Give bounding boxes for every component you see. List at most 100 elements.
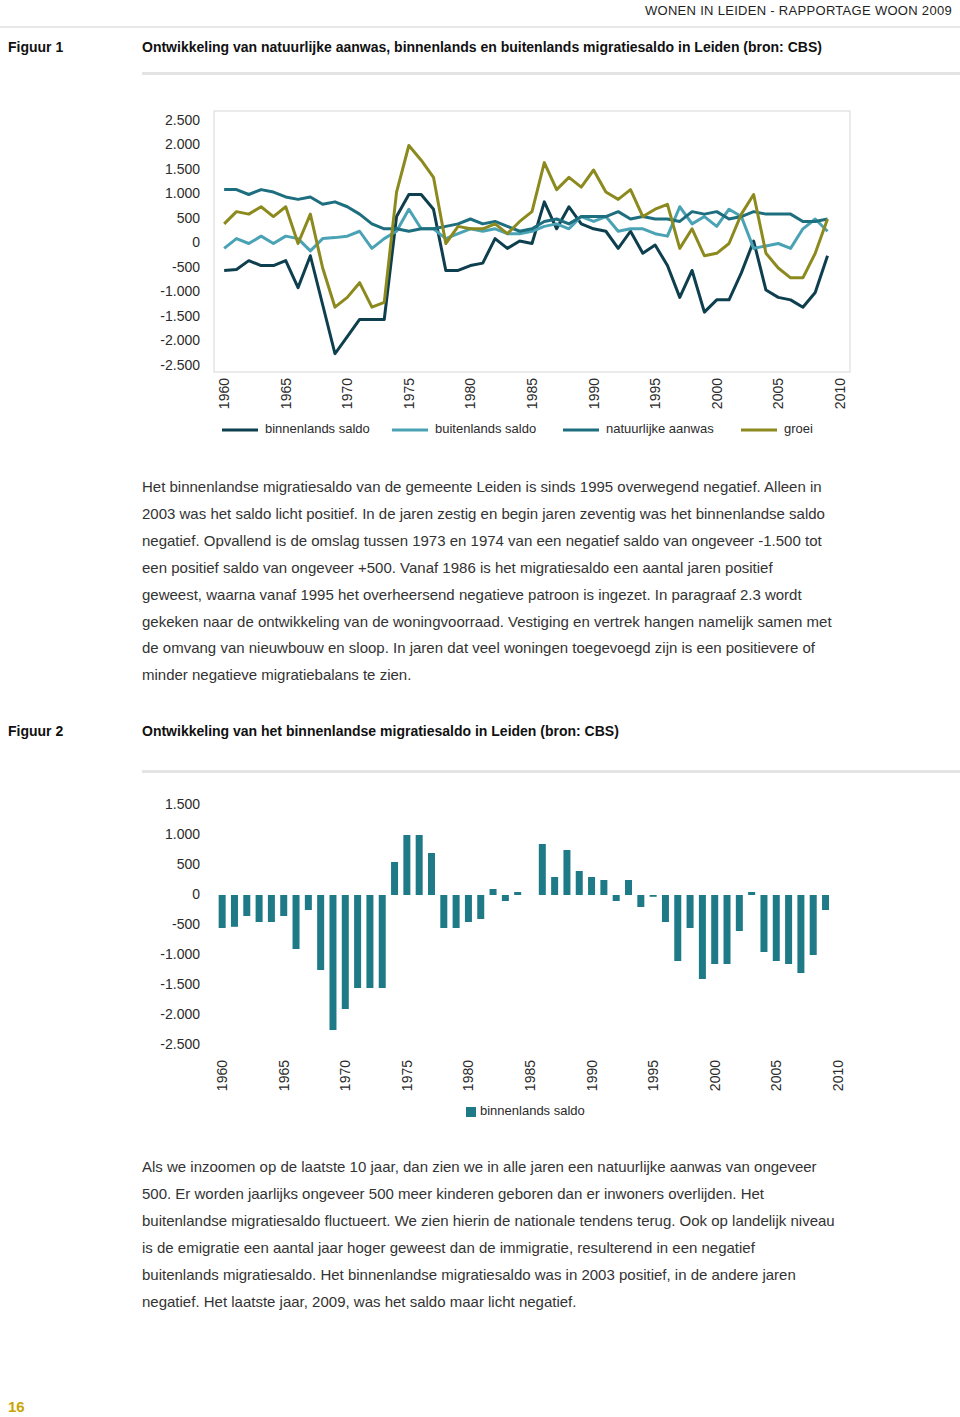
- legend-label: buitenlands saldo: [435, 421, 536, 436]
- bar: [379, 895, 386, 988]
- bar: [822, 895, 829, 910]
- legend-label: binnenlands saldo: [480, 1103, 585, 1118]
- y-tick-label: -500: [172, 259, 200, 275]
- bar: [810, 895, 817, 955]
- bar: [317, 895, 324, 970]
- x-tick-label: 1995: [645, 1060, 661, 1091]
- text-line: 2003 was het saldo licht positief. In de…: [142, 505, 825, 522]
- bar: [785, 895, 792, 964]
- x-tick-label: 1990: [586, 378, 602, 409]
- y-tick-label: 1.000: [165, 826, 200, 842]
- legend-label: groei: [784, 421, 813, 436]
- bar: [416, 835, 423, 895]
- bar: [600, 880, 607, 895]
- chart-title: Ontwikkeling van natuurlijke aanwas, bin…: [142, 39, 822, 55]
- x-tick-label: 1960: [216, 378, 232, 409]
- text-line: is de emigratie een aantal jaar hoger ge…: [142, 1239, 756, 1256]
- page-number: 16: [8, 1398, 25, 1415]
- y-tick-label: 500: [177, 210, 201, 226]
- x-tick-label: 1980: [462, 378, 478, 409]
- bar: [674, 895, 681, 961]
- bar: [243, 895, 250, 916]
- bar: [797, 895, 804, 973]
- text-line: de omvang van nieuwbouw en sloop. In jar…: [142, 639, 816, 656]
- text-line: Het binnenlandse migratiesaldo van de ge…: [142, 478, 822, 495]
- x-tick-label: 1990: [584, 1060, 600, 1091]
- x-tick-label: 2010: [832, 378, 848, 409]
- bar: [490, 889, 497, 895]
- page: WONEN IN LEIDEN - RAPPORTAGE WOON 2009 Fi…: [0, 0, 960, 1417]
- bar: [465, 895, 472, 922]
- paragraph: Als we inzoomen op de laatste 10 jaar, d…: [142, 1158, 835, 1310]
- y-tick-label: -2.500: [160, 357, 200, 373]
- title-rule: [142, 770, 960, 773]
- bar: [502, 895, 509, 901]
- bar: [613, 895, 620, 901]
- bar: [305, 895, 312, 910]
- text-line: negatief. Opvallend is de omslag tussen …: [142, 532, 822, 549]
- bar: [724, 895, 731, 964]
- text-line: Als we inzoomen op de laatste 10 jaar, d…: [142, 1158, 817, 1175]
- bar: [329, 895, 336, 1030]
- y-tick-label: 1.500: [165, 796, 200, 812]
- x-tick-label: 2005: [768, 1060, 784, 1091]
- legend-swatch: [392, 429, 428, 432]
- y-tick-label: -2.000: [160, 1006, 200, 1022]
- title-rule: [142, 72, 960, 75]
- text-line: buitenlandse migratiesaldo fluctueert. W…: [142, 1212, 835, 1229]
- x-tick-label: 1995: [647, 378, 663, 409]
- bar: [576, 871, 583, 895]
- bar: [256, 895, 263, 922]
- plot-area: [224, 146, 827, 354]
- legend-label: binnenlands saldo: [265, 421, 370, 436]
- legend-swatch: [741, 429, 777, 432]
- text-line: gekeken naar de ontwikkeling van de woni…: [142, 613, 832, 630]
- plot-frame: [214, 111, 850, 372]
- legend-swatch: [563, 429, 599, 432]
- x-tick-label: 1965: [276, 1060, 292, 1091]
- x-tick-label: 1960: [214, 1060, 230, 1091]
- y-tick-label: -1.000: [160, 283, 200, 299]
- text-line: geweest, waarna vanaf 1995 het overheers…: [142, 586, 802, 603]
- bar: [711, 895, 718, 964]
- y-tick-label: 1.500: [165, 161, 200, 177]
- bar: [588, 877, 595, 895]
- header-rule: [0, 27, 960, 28]
- bar: [428, 853, 435, 895]
- text-line: minder negatieve migratiebalans te zien.: [142, 666, 411, 683]
- bar: [773, 895, 780, 961]
- bar: [219, 895, 226, 928]
- x-tick-label: 2005: [770, 378, 786, 409]
- chart-title: Ontwikkeling van het binnenlandse migrat…: [142, 723, 619, 739]
- y-tick-label: -2.500: [160, 1036, 200, 1052]
- x-tick-label: 2000: [709, 378, 725, 409]
- figure-2: Figuur 2Ontwikkeling van het binnenlands…: [8, 723, 960, 1118]
- x-tick-label: 1965: [278, 378, 294, 409]
- y-tick-label: -1.500: [160, 308, 200, 324]
- bar: [514, 892, 521, 895]
- y-tick-label: 500: [177, 856, 201, 872]
- text-line: negatief. Het laatste jaar, 2009, was he…: [142, 1293, 576, 1310]
- bar: [662, 895, 669, 922]
- y-tick-label: 1.000: [165, 185, 200, 201]
- x-tick-label: 1975: [399, 1060, 415, 1091]
- bar: [342, 895, 349, 1009]
- bar: [637, 895, 644, 907]
- bar: [403, 835, 410, 895]
- bar: [453, 895, 460, 928]
- bar: [748, 892, 755, 895]
- y-tick-label: 0: [192, 234, 200, 250]
- bar: [625, 880, 632, 895]
- legend-swatch: [466, 1107, 476, 1117]
- text-line: buitenlands migratiesaldo. Het binnenlan…: [142, 1266, 796, 1283]
- legend-swatch: [222, 429, 258, 432]
- series-line: [224, 146, 827, 308]
- running-title: WONEN IN LEIDEN - RAPPORTAGE WOON 2009: [645, 3, 952, 18]
- bar: [527, 895, 534, 896]
- x-tick-label: 1985: [524, 378, 540, 409]
- y-tick-label: 0: [192, 886, 200, 902]
- paragraph: Het binnenlandse migratiesaldo van de ge…: [142, 478, 832, 683]
- bar: [699, 895, 706, 979]
- x-tick-label: 2000: [707, 1060, 723, 1091]
- bar: [687, 895, 694, 928]
